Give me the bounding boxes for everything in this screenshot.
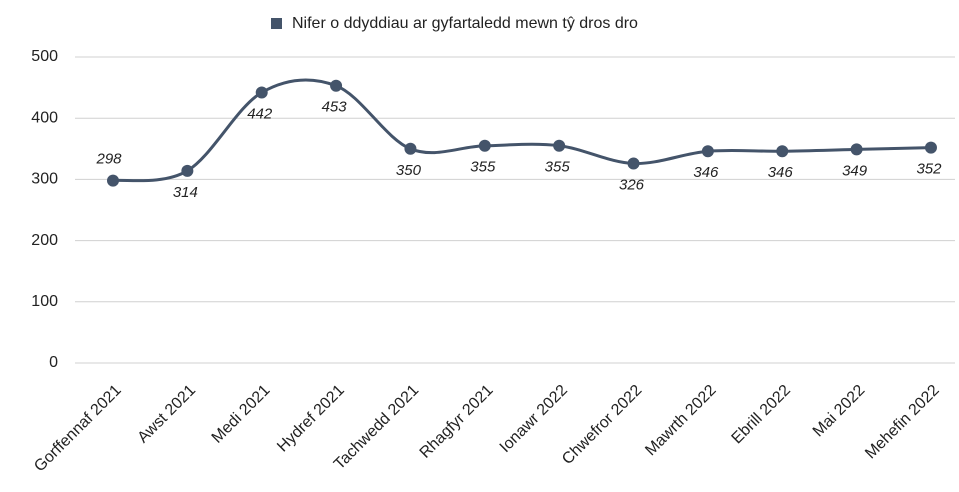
data-label: 355	[545, 159, 571, 176]
data-label: 453	[322, 99, 348, 116]
legend-swatch	[271, 18, 282, 29]
data-label: 298	[95, 151, 122, 168]
y-tick-label: 0	[49, 354, 58, 371]
x-tick-label: Gorffennaf 2021	[31, 382, 125, 476]
data-label: 349	[842, 162, 868, 179]
x-tick-label: Medi 2021	[209, 382, 274, 447]
line	[112, 78, 931, 183]
x-tick-label: Ebrill 2022	[729, 382, 795, 448]
legend-label: Nifer o ddyddiau ar gyfartaledd mewn tŷ …	[292, 15, 638, 32]
point	[627, 157, 640, 170]
data-label: 346	[768, 164, 794, 181]
x-tick-label: Mai 2022	[810, 382, 869, 441]
data-label: 352	[916, 161, 942, 178]
x-tick-label: Rhagfyr 2021	[417, 382, 497, 462]
point	[850, 143, 863, 156]
x-tick-label: Hydref 2021	[274, 382, 348, 456]
data-label: 326	[619, 176, 645, 193]
y-tick-label: 200	[31, 232, 58, 249]
legend: Nifer o ddyddiau ar gyfartaledd mewn tŷ …	[271, 15, 638, 32]
data-label: 355	[470, 159, 496, 176]
data-label: 350	[396, 162, 422, 179]
y-tick-label: 500	[31, 48, 58, 65]
y-tick-label: 300	[31, 171, 58, 188]
data-label: 442	[247, 105, 273, 122]
point	[924, 141, 937, 154]
x-tick-label: Chwefror 2022	[559, 382, 645, 468]
point	[553, 139, 566, 152]
x-tick-label: Awst 2021	[135, 382, 200, 447]
point	[330, 79, 343, 92]
point	[404, 142, 417, 155]
point	[701, 145, 714, 158]
point	[478, 139, 491, 152]
x-tick-label: Mehefin 2022	[862, 382, 943, 463]
x-tick-label: Mawrth 2022	[642, 382, 720, 460]
point	[776, 145, 789, 158]
data-label: 346	[693, 164, 719, 181]
x-tick-label: Ionawr 2022	[497, 382, 571, 456]
data-label: 314	[173, 184, 198, 201]
y-tick-label: 400	[31, 109, 58, 126]
point	[181, 164, 194, 177]
y-tick-label: 100	[31, 293, 58, 310]
point	[107, 174, 119, 187]
point	[255, 86, 268, 99]
